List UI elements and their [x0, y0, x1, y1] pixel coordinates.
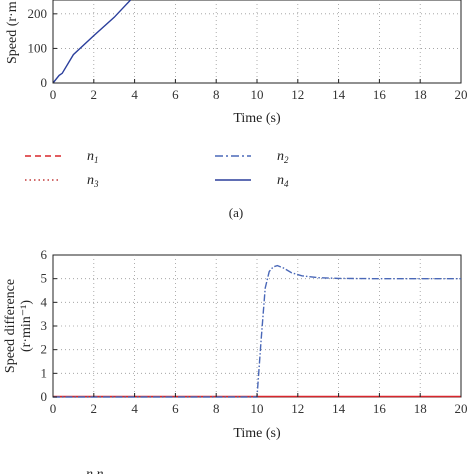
top-grid: [53, 0, 461, 83]
series-line: [53, 264, 461, 398]
legend-label: n2: [277, 149, 289, 165]
top-chart: 0 2 4 6 8 10 12 14 16 18 20 0 100 200 Time (s) Speed…: [5, 0, 468, 126]
x-tick-label: 4: [131, 87, 138, 102]
x-tick-label: 2: [91, 87, 98, 102]
x-tick-label: 20: [455, 401, 468, 416]
top-series: [52, 0, 132, 84]
x-tick-label: 14: [332, 87, 346, 102]
y-tick-label: 100: [28, 40, 48, 55]
x-tick-label: 12: [291, 401, 304, 416]
y-tick-label: 4: [41, 294, 48, 309]
y-tick-label: 1: [41, 365, 48, 380]
x-tick-label: 8: [213, 87, 220, 102]
x-tick-label: 18: [414, 401, 427, 416]
x-tick-label: 20: [455, 87, 468, 102]
legend-label: n4: [277, 173, 289, 189]
x-tick-label: 12: [291, 87, 304, 102]
x-tick-label: 8: [213, 401, 220, 416]
x-tick-label: 4: [131, 401, 138, 416]
bottom-grid: [53, 255, 461, 397]
series-line: [52, 0, 132, 84]
legend-label: n1: [87, 149, 99, 165]
x-tick-label: 10: [251, 87, 264, 102]
y-tick-label: 0: [41, 75, 48, 90]
y-tick-label: 5: [41, 271, 48, 286]
x-tick-label: 0: [50, 87, 57, 102]
legend: n1 n2 n3 n4: [25, 149, 289, 189]
x-tick-label: 16: [373, 401, 387, 416]
x-tick-label: 2: [91, 401, 98, 416]
x-tick-label: 14: [332, 401, 346, 416]
x-tick-label: 0: [50, 401, 57, 416]
legend-label: n3: [87, 173, 99, 189]
bottom-x-ticks: 0 2 4 6 8 10 12 14 16 18 20: [50, 393, 468, 416]
top-y-axis-label: Speed (r·m: [5, 1, 20, 64]
cropped-legend-fragment: n n: [86, 467, 104, 474]
x-tick-label: 6: [172, 401, 179, 416]
y-tick-label: 200: [28, 6, 48, 21]
y-tick-label: 6: [41, 247, 48, 262]
top-x-ticks: 0 2 4 6 8 10 12 14 16 18 20: [50, 79, 468, 102]
y-tick-label: 3: [41, 318, 48, 333]
x-tick-label: 16: [373, 87, 387, 102]
panel-label-a: (a): [229, 205, 243, 220]
bottom-y-ticks: 0 1 2 3 4 5 6: [41, 247, 57, 404]
bottom-y-axis-label-line2: (r·min⁻¹): [19, 300, 34, 352]
top-y-ticks: 0 100 200: [28, 6, 57, 90]
bottom-x-axis-label: Time (s): [233, 426, 281, 441]
y-tick-label: 0: [41, 389, 48, 404]
top-x-axis-label: Time (s): [233, 111, 281, 126]
x-tick-label: 6: [172, 87, 179, 102]
x-tick-label: 18: [414, 87, 427, 102]
y-tick-label: 2: [41, 342, 48, 357]
bottom-y-axis-label-line1: Speed difference: [3, 279, 18, 373]
x-tick-label: 10: [251, 401, 264, 416]
